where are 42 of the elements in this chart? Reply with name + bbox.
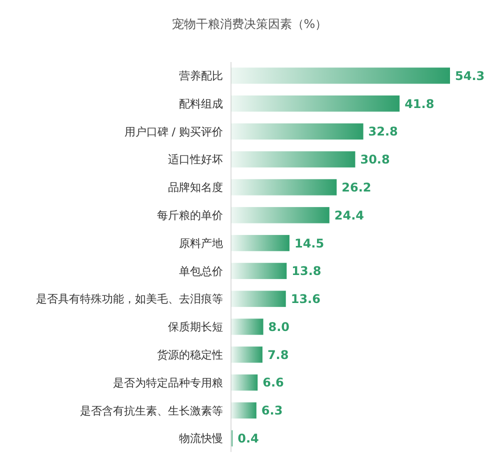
bar (231, 234, 290, 252)
data-label: 13.8 (292, 264, 322, 278)
bar (231, 346, 262, 363)
y-tick-label: 适口性好坏 (168, 153, 223, 166)
data-label: 6.3 (261, 404, 283, 418)
y-tick-label: 是否具有特殊功能，如美毛、去泪痕等 (36, 292, 223, 306)
y-tick-label: 货源的稳定性 (157, 348, 223, 362)
y-tick-label: 保质期长短 (168, 320, 223, 334)
bar (231, 290, 286, 307)
data-label: 13.6 (290, 292, 320, 306)
y-tick-label: 每斤粮的单价 (157, 209, 223, 222)
bar (231, 318, 264, 335)
data-label: 14.5 (294, 236, 324, 250)
bar (231, 402, 256, 419)
y-tick-label: 用户口碑 / 购买评价 (124, 125, 223, 138)
y-tick-label: 物流快慢 (179, 432, 223, 446)
y-tick-label: 品牌知名度 (168, 181, 223, 194)
data-label: 54.3 (455, 68, 485, 83)
bar (231, 262, 287, 280)
bar (231, 95, 400, 112)
y-tick-label: 单包总价 (179, 264, 223, 278)
y-tick-label: 是否含有抗生素、生长激素等 (80, 404, 223, 418)
data-label: 24.4 (334, 208, 364, 222)
data-label: 7.8 (267, 348, 289, 362)
bar (231, 179, 337, 196)
y-tick-label: 原料产地 (179, 236, 223, 250)
data-label: 8.0 (268, 320, 290, 334)
bar (231, 68, 450, 84)
bar (231, 207, 330, 224)
bar (231, 374, 258, 391)
data-label: 32.8 (368, 124, 398, 139)
data-label: 26.2 (342, 180, 372, 194)
data-label: 41.8 (404, 96, 434, 111)
bar (231, 123, 364, 140)
data-label: 0.4 (238, 432, 259, 446)
chart-title: 宠物干粮消费决策因素（%） (172, 17, 328, 31)
bar (231, 151, 356, 168)
y-tick-label: 营养配比 (179, 70, 223, 83)
y-tick-label: 是否为特定品种专用粮 (113, 376, 223, 390)
y-tick-label: 配料组成 (179, 97, 223, 110)
data-label: 6.6 (262, 376, 284, 390)
data-label: 30.8 (360, 152, 390, 167)
